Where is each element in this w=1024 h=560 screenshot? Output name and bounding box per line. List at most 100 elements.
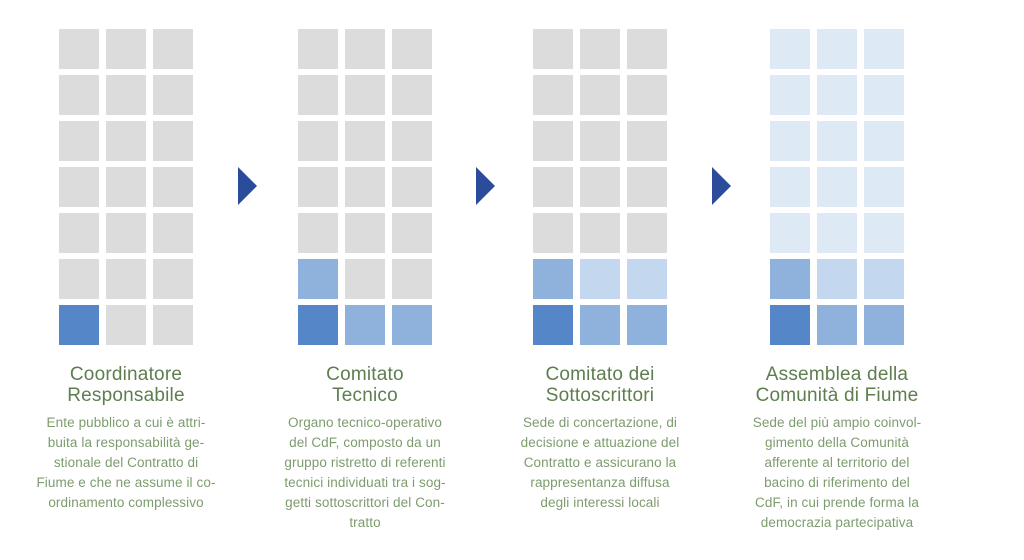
grid-cell-gray [533,167,573,207]
grid-cell-gray [153,167,193,207]
org-grid-comitato-tecnico [298,29,432,345]
grid-cell-gray [580,121,620,161]
grid-cell-gray [392,167,432,207]
section-title: Comitato Tecnico [326,364,404,406]
grid-cell-gray [345,29,385,69]
grid-cell-gray [298,75,338,115]
grid-cell-gray [153,121,193,161]
grid-cell-gray [580,167,620,207]
grid-cell-gray [627,213,667,253]
grid-cell-gray [345,167,385,207]
grid-cell-pale-blue [817,121,857,161]
section-comitato-dei-sottoscrittori: Comitato dei Sottoscrittori Sede di conc… [507,29,693,513]
org-grid-coordinatore [59,29,193,345]
grid-cell-gray [533,213,573,253]
grid-cell-gray [59,121,99,161]
grid-cell-gray [59,29,99,69]
grid-cell-pale-blue [817,75,857,115]
grid-cell-dark-blue [59,305,99,345]
grid-cell-pale-blue [817,29,857,69]
grid-cell-mid-blue [817,305,857,345]
grid-cell-gray [392,29,432,69]
grid-cell-gray [345,121,385,161]
grid-cell-gray [533,121,573,161]
section-title: Comitato dei Sottoscrittori [545,364,655,406]
grid-cell-gray [59,75,99,115]
grid-cell-light-blue [864,259,904,299]
grid-cell-gray [345,213,385,253]
grid-cell-mid-blue [345,305,385,345]
grid-cell-gray [392,121,432,161]
grid-cell-gray [298,29,338,69]
grid-cell-gray [106,305,146,345]
grid-cell-dark-blue [298,305,338,345]
grid-cell-gray [627,75,667,115]
grid-cell-pale-blue [817,213,857,253]
grid-cell-pale-blue [770,167,810,207]
grid-cell-gray [106,213,146,253]
grid-cell-gray [533,75,573,115]
grid-cell-gray [392,75,432,115]
grid-cell-pale-blue [864,213,904,253]
grid-cell-gray [345,259,385,299]
grid-cell-gray [153,75,193,115]
grid-cell-mid-blue [533,259,573,299]
grid-cell-mid-blue [864,305,904,345]
section-title: Assemblea della Comunità di Fiume [755,364,919,406]
grid-cell-mid-blue [298,259,338,299]
grid-cell-gray [345,75,385,115]
grid-cell-gray [627,167,667,207]
grid-cell-pale-blue [770,121,810,161]
grid-cell-dark-blue [533,305,573,345]
grid-cell-pale-blue [864,75,904,115]
grid-cell-pale-blue [770,213,810,253]
grid-cell-gray [153,213,193,253]
grid-cell-gray [59,213,99,253]
grid-cell-mid-blue [580,305,620,345]
arrow-right-icon [476,167,495,205]
grid-cell-dark-blue [770,305,810,345]
grid-cell-gray [59,167,99,207]
grid-cell-gray [392,213,432,253]
grid-cell-gray [580,29,620,69]
grid-cell-gray [627,29,667,69]
grid-cell-pale-blue [817,167,857,207]
grid-cell-gray [298,213,338,253]
grid-cell-gray [392,259,432,299]
section-description: Sede del più ampio coinvol- gimento dell… [752,415,922,530]
org-grid-assemblea [770,29,904,345]
section-assemblea-comunita-fiume: Assemblea della Comunità di Fiume Sede d… [744,29,930,533]
grid-cell-gray [106,75,146,115]
grid-cell-gray [106,167,146,207]
grid-cell-mid-blue [392,305,432,345]
grid-cell-light-blue [817,259,857,299]
grid-cell-gray [580,75,620,115]
grid-cell-gray [580,213,620,253]
grid-cell-gray [106,259,146,299]
section-coordinatore-responsabile: Coordinatore Responsabile Ente pubblico … [33,29,219,513]
section-title: Coordinatore Responsabile [67,364,185,406]
section-description: Ente pubblico a cui è attri- buita la re… [36,415,216,510]
grid-cell-gray [627,121,667,161]
arrow-right-icon [238,167,257,205]
grid-cell-gray [298,121,338,161]
grid-cell-pale-blue [864,167,904,207]
grid-cell-light-blue [627,259,667,299]
grid-cell-gray [59,259,99,299]
grid-cell-pale-blue [770,75,810,115]
grid-cell-pale-blue [864,29,904,69]
grid-cell-gray [153,29,193,69]
grid-cell-gray [106,29,146,69]
grid-cell-mid-blue [627,305,667,345]
org-grid-sottoscrittori [533,29,667,345]
grid-cell-gray [533,29,573,69]
grid-cell-mid-blue [770,259,810,299]
grid-cell-gray [106,121,146,161]
grid-cell-gray [153,259,193,299]
grid-cell-light-blue [580,259,620,299]
grid-cell-pale-blue [864,121,904,161]
section-description: Organo tecnico-operativo del CdF, compos… [284,415,446,530]
grid-cell-pale-blue [770,29,810,69]
grid-cell-gray [298,167,338,207]
